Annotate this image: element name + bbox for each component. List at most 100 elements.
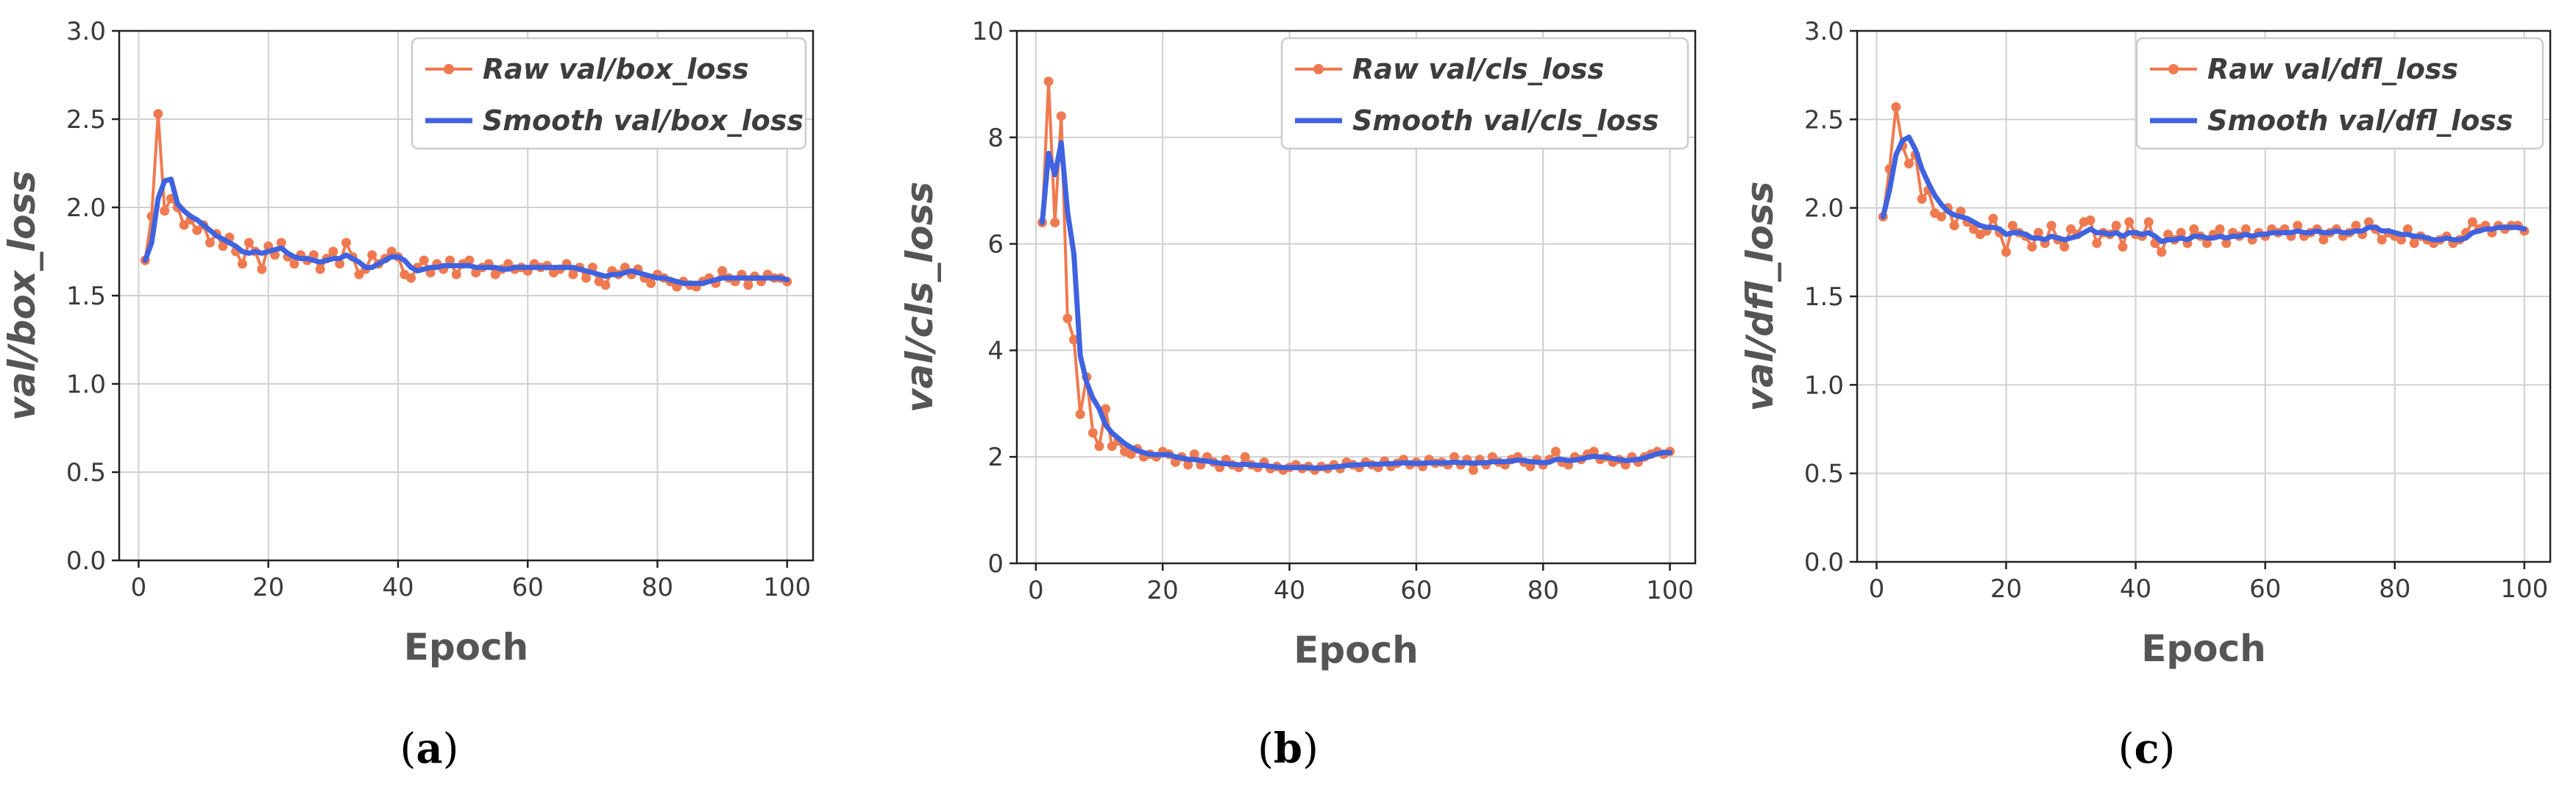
caption-c: (c) xyxy=(1717,724,2576,773)
x-tick-label: 60 xyxy=(2249,574,2281,604)
legend-smooth-label: Smooth val/dfl_loss xyxy=(2207,104,2513,137)
raw-data-point xyxy=(464,255,475,265)
chart-panel-b: 0 20 40 60 80 100 0 2 4 6 8 10 Epoch val/cls_loss Raw … xyxy=(859,0,1717,795)
raw-data-point xyxy=(1126,449,1136,460)
raw-data-point xyxy=(244,238,254,248)
legend-frame xyxy=(1280,37,1689,150)
raw-data-point xyxy=(568,269,578,279)
y-tick-label: 0.0 xyxy=(66,546,106,576)
x-tick-label: 100 xyxy=(1646,576,1694,605)
y-tick-label: 0.5 xyxy=(1804,460,1844,489)
raw-data-point xyxy=(1550,446,1561,457)
raw-data-point xyxy=(471,268,481,278)
raw-data-point xyxy=(2143,217,2154,227)
raw-data-point xyxy=(419,255,429,265)
x-tick-label: 0 xyxy=(1028,576,1044,605)
raw-data-point xyxy=(1450,452,1460,462)
legend: Raw val/dfl_loss Smooth val/dfl_loss xyxy=(2135,37,2544,150)
y-tick-label: 0.0 xyxy=(1804,548,1844,577)
x-tick-label: 100 xyxy=(2500,574,2548,604)
raw-data-point xyxy=(1949,221,1959,231)
raw-data-point xyxy=(237,259,247,269)
x-axis-label: Epoch xyxy=(404,626,529,669)
raw-data-point xyxy=(2085,215,2096,226)
raw-data-point xyxy=(1240,452,1250,462)
legend-smooth-label: Smooth val/cls_loss xyxy=(1352,104,1658,137)
caption-a-letter: a xyxy=(416,724,443,773)
legend-raw-label: Raw val/box_loss xyxy=(483,53,749,85)
raw-data-point xyxy=(646,278,656,288)
raw-data-point xyxy=(2118,242,2128,252)
raw-data-point xyxy=(2363,217,2374,227)
y-axis-label: val/dfl_loss xyxy=(1739,182,1781,412)
raw-data-point xyxy=(1062,313,1073,324)
chart-panel-c: 0 20 40 60 80 100 0.0 0.5 1.0 1.5 2.0 2.5 3.0 Epoch va… xyxy=(1717,0,2576,795)
raw-data-point xyxy=(2189,224,2199,235)
raw-data-point xyxy=(192,225,202,235)
y-tick-label: 8 xyxy=(987,124,1004,153)
raw-data-point xyxy=(1936,212,1946,222)
y-tick-label: 1.5 xyxy=(66,282,106,311)
legend-raw-label: Raw val/dfl_loss xyxy=(2207,53,2458,85)
caption-b-letter: b xyxy=(1273,724,1303,773)
raw-data-point xyxy=(335,259,345,269)
raw-data-point xyxy=(1069,335,1079,345)
raw-data-point xyxy=(2007,221,2018,231)
raw-data-point xyxy=(1183,460,1193,470)
x-tick-label: 0 xyxy=(131,573,147,602)
caption-c-letter: c xyxy=(2134,724,2160,773)
chart-b-svg: 0 20 40 60 80 100 0 2 4 6 8 10 Epoch val/cls_loss Raw … xyxy=(898,17,1697,671)
raw-data-point xyxy=(386,246,397,257)
raw-data-point xyxy=(2402,224,2413,235)
y-tick-label: 2.0 xyxy=(1804,194,1844,224)
x-tick-label: 20 xyxy=(1990,574,2022,604)
x-tick-label: 80 xyxy=(642,573,673,602)
raw-data-point xyxy=(2001,247,2011,257)
caption-a: (a) xyxy=(0,724,859,773)
raw-data-point xyxy=(218,241,228,252)
raw-data-point xyxy=(490,269,500,279)
raw-data-point xyxy=(600,280,611,290)
raw-data-point xyxy=(1043,76,1054,87)
raw-data-point xyxy=(2221,238,2232,249)
raw-data-point xyxy=(2351,221,2361,231)
raw-data-point xyxy=(2124,217,2135,227)
raw-data-point xyxy=(1917,194,1927,204)
y-tick-label: 4 xyxy=(987,336,1004,366)
raw-data-point xyxy=(451,269,461,279)
raw-data-point xyxy=(1056,111,1066,121)
x-axis-label: Epoch xyxy=(2141,627,2266,670)
legend-raw-marker xyxy=(1313,64,1324,74)
x-axis-label: Epoch xyxy=(1294,629,1419,671)
smooth-series-line xyxy=(1880,134,2527,244)
raw-data-point xyxy=(2318,235,2329,245)
y-tick-label: 1.5 xyxy=(1804,282,1844,312)
smooth-series-line xyxy=(142,177,790,286)
caption-a-open: ( xyxy=(400,725,416,773)
raw-data-point xyxy=(367,250,377,260)
raw-data-point xyxy=(341,238,351,248)
raw-data-point xyxy=(1988,213,1998,224)
y-tick-label: 2 xyxy=(987,443,1004,472)
raw-data-point xyxy=(2215,224,2225,235)
raw-data-point xyxy=(179,220,189,230)
raw-data-point xyxy=(289,259,299,269)
legend-raw-marker xyxy=(2168,64,2179,74)
plot-frame xyxy=(1015,29,1697,565)
raw-data-point xyxy=(328,246,338,257)
legend-raw-marker xyxy=(444,64,454,74)
caption-b: (b) xyxy=(859,724,1717,773)
raw-data-point xyxy=(2066,224,2076,235)
chart-a-svg: 0 20 40 60 80 100 0.0 0.5 1.0 1.5 2.0 2.5 3.0 Epoch va… xyxy=(1,17,815,669)
y-tick-label: 0.5 xyxy=(66,458,106,488)
raw-data-point xyxy=(315,264,325,274)
y-tick-label: 2.5 xyxy=(1804,105,1844,135)
raw-data-point xyxy=(257,264,267,274)
raw-data-point xyxy=(1107,441,1117,452)
raw-data-point xyxy=(2027,242,2037,252)
raw-data-point xyxy=(1903,159,1914,168)
x-tick-label: 80 xyxy=(2379,574,2410,604)
raw-data-point xyxy=(2377,235,2387,245)
raw-data-point xyxy=(2409,238,2419,249)
caption-c-close: ) xyxy=(2159,725,2176,773)
